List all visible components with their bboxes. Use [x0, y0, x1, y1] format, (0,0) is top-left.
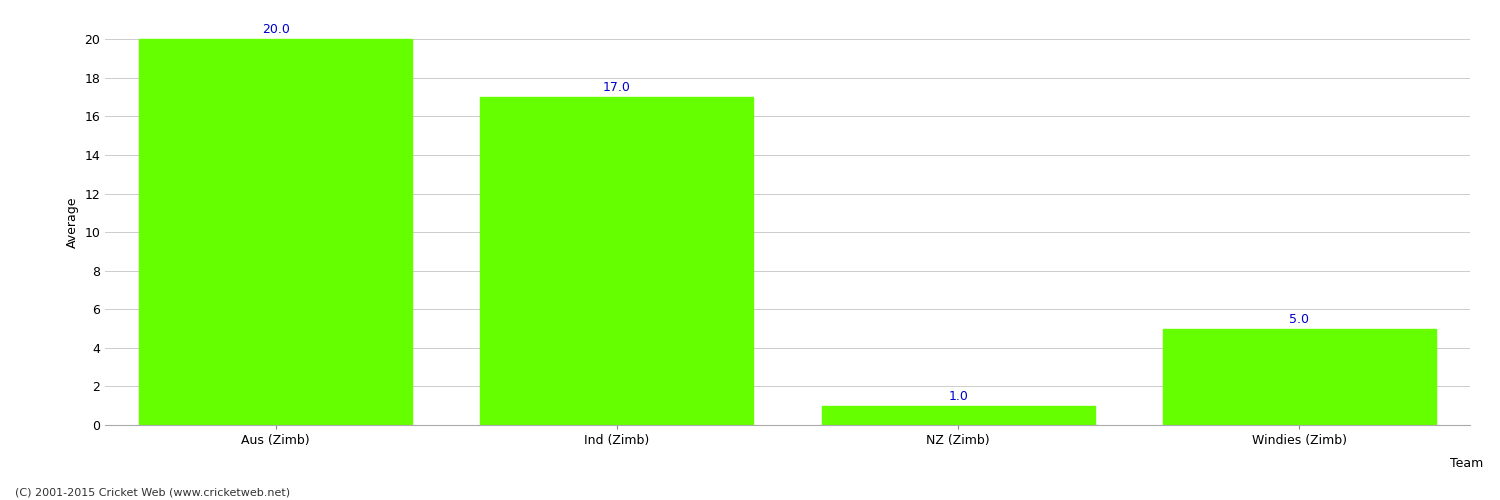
Text: 20.0: 20.0 — [261, 24, 290, 36]
Text: 17.0: 17.0 — [603, 82, 632, 94]
Bar — [480, 97, 753, 425]
Text: (C) 2001-2015 Cricket Web (www.cricketweb.net): (C) 2001-2015 Cricket Web (www.cricketwe… — [15, 488, 290, 498]
Text: 1.0: 1.0 — [948, 390, 968, 403]
Text: Team: Team — [1450, 458, 1484, 470]
Bar — [1162, 328, 1436, 425]
Bar — [822, 406, 1095, 425]
Text: 5.0: 5.0 — [1290, 312, 1310, 326]
Bar — [140, 40, 413, 425]
Y-axis label: Average: Average — [66, 196, 78, 248]
